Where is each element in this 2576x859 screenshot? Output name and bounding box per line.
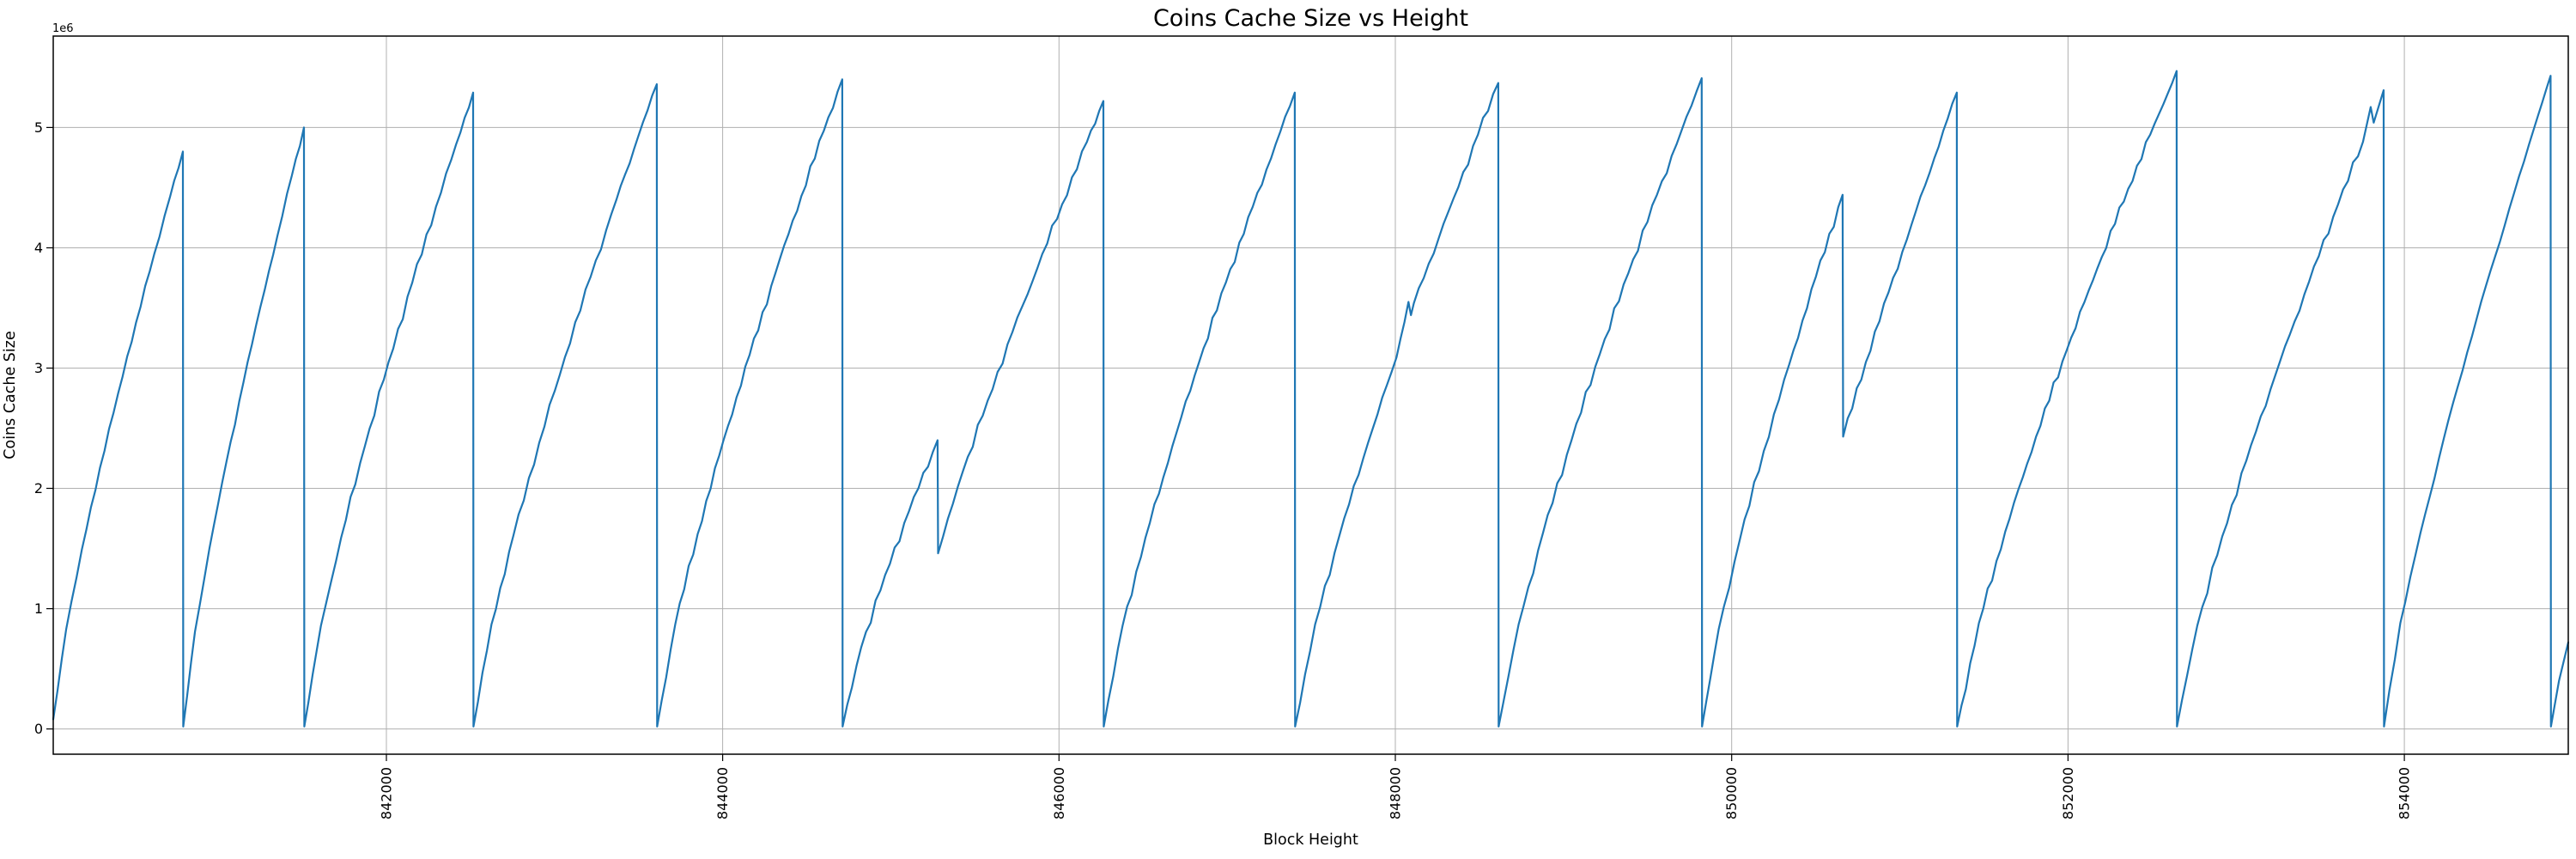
y-tick-label: 0 [34, 721, 43, 737]
y-tick-label: 2 [34, 480, 43, 497]
x-axis-label: Block Height [1263, 832, 1358, 849]
tick-marks [46, 126, 2405, 761]
y-tick-label: 4 [34, 240, 43, 256]
y-tick-label: 3 [34, 360, 43, 376]
x-tick-label: 848000 [1388, 767, 1404, 819]
y-tick-label: 1 [34, 600, 43, 617]
line-series [52, 70, 2570, 728]
x-tick-label: 844000 [714, 767, 731, 819]
y-axis-offset-label: 1e6 [52, 22, 74, 35]
chart-title: Coins Cache Size vs Height [1153, 5, 1468, 32]
x-tick-label: 854000 [2397, 767, 2413, 819]
line-series-layer [52, 70, 2570, 728]
x-tick-label: 852000 [2060, 767, 2076, 819]
x-tick-label: 850000 [1723, 767, 1740, 819]
y-axis-label: Coins Cache Size [2, 331, 19, 459]
x-tick-label: 842000 [379, 767, 395, 819]
tick-labels: 842000 844000 846000 848000 850000 852000 8540… [34, 119, 2413, 819]
plot-border [52, 35, 2569, 755]
x-tick-label: 846000 [1051, 767, 1067, 819]
y-tick-label: 5 [34, 119, 43, 136]
